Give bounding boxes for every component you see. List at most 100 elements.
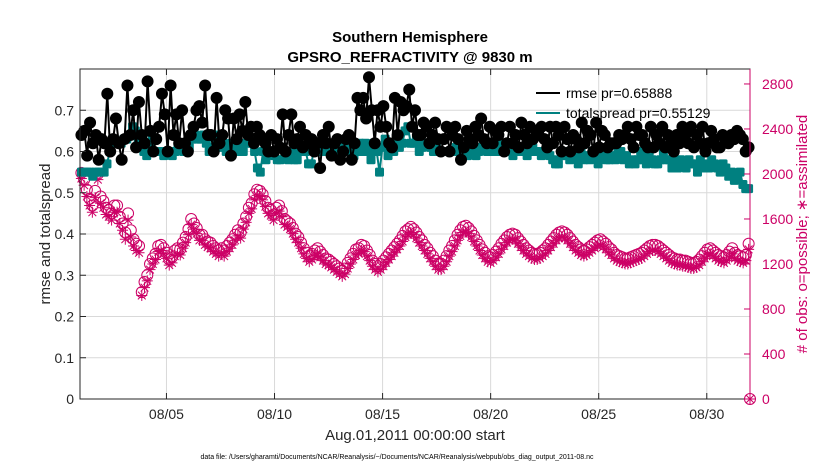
- point-rmse: [127, 104, 140, 117]
- point-rmse: [161, 145, 174, 158]
- point-rmse: [124, 129, 137, 141]
- point-rmse: [210, 91, 223, 104]
- point-rmse: [380, 120, 393, 133]
- point-totalspread: [360, 138, 370, 148]
- point-assimilated: [743, 243, 755, 255]
- point-assimilated: [246, 203, 258, 215]
- x-tick-label: 08/20: [473, 406, 508, 422]
- x-axis-label: Aug.01,2011 00:00:00 start: [325, 427, 506, 444]
- point-rmse: [667, 145, 680, 158]
- point-assimilated: [452, 234, 464, 246]
- x-tick-label: 08/15: [365, 406, 400, 422]
- point-totalspread: [553, 159, 563, 169]
- y-tick-label-right: 800: [762, 301, 786, 317]
- point-rmse: [736, 133, 749, 146]
- point-rmse: [293, 120, 306, 133]
- point-rmse: [285, 108, 298, 121]
- tick-layer: 08/05 08/10 08/15 08/20 08/25 08/30 0 0.1 0.2 0.3…: [55, 69, 793, 422]
- y-tick-label-right: 2400: [762, 121, 793, 137]
- point-rmse: [167, 129, 180, 141]
- point-assimilated: [136, 289, 148, 301]
- point-rmse: [147, 145, 160, 158]
- y-tick-label-right: 1200: [762, 256, 793, 272]
- point-rmse: [443, 145, 456, 158]
- point-rmse: [109, 112, 122, 125]
- point-rmse: [101, 87, 114, 100]
- point-rmse: [590, 116, 603, 129]
- point-rmse: [742, 141, 755, 154]
- point-totalspread: [363, 147, 373, 156]
- point-assimilated: [344, 258, 356, 270]
- point-assimilated: [141, 275, 153, 287]
- point-rmse: [141, 75, 154, 88]
- point-rmse: [204, 129, 217, 141]
- point-totalspread: [250, 147, 260, 156]
- point-rmse: [193, 100, 206, 113]
- point-assimilated: [361, 250, 373, 262]
- point-rmse: [348, 137, 361, 150]
- y-tick-label-right: 400: [762, 346, 786, 362]
- y-tick-label-left: 0.2: [55, 309, 75, 325]
- point-rmse: [475, 112, 488, 125]
- point-rmse: [158, 108, 171, 121]
- point-rmse: [357, 91, 370, 104]
- point-rmse: [115, 153, 128, 166]
- point-rmse: [181, 145, 194, 158]
- point-totalspread: [375, 167, 385, 177]
- point-totalspread: [735, 167, 745, 177]
- point-rmse: [132, 96, 145, 108]
- point-rmse: [452, 133, 465, 146]
- point-rmse: [354, 104, 367, 117]
- point-rmse: [406, 120, 419, 133]
- y-tick-label-right: 2000: [762, 166, 793, 182]
- point-rmse: [216, 129, 229, 141]
- point-totalspread: [238, 147, 248, 156]
- point-rmse: [627, 141, 640, 154]
- legend-entry-rmse: rmse pr=0.65888: [566, 85, 672, 101]
- point-totalspread: [292, 155, 302, 165]
- point-rmse: [409, 104, 421, 117]
- point-totalspread: [610, 155, 620, 165]
- point-rmse: [391, 129, 404, 141]
- point-totalspread: [275, 155, 285, 165]
- point-assimilated: [235, 232, 247, 244]
- series-assimilated: [75, 172, 755, 301]
- point-rmse: [644, 120, 657, 133]
- point-totalspread: [744, 184, 754, 194]
- point-rmse: [78, 124, 91, 137]
- point-rmse: [558, 120, 571, 133]
- right-axis-origin-asterisk: [744, 393, 756, 405]
- point-totalspread: [99, 167, 109, 177]
- point-rmse: [584, 129, 597, 141]
- point-rmse: [196, 116, 209, 129]
- legend-entry-totalspread: totalspread pr=0.55129: [566, 105, 711, 121]
- point-assimilated: [117, 224, 129, 236]
- point-totalspread: [306, 159, 316, 169]
- point-totalspread: [261, 155, 271, 165]
- point-rmse: [575, 116, 588, 129]
- y-tick-label-right: 0: [762, 391, 770, 407]
- point-rmse: [153, 120, 166, 133]
- point-rmse: [81, 149, 94, 162]
- point-rmse: [414, 129, 427, 141]
- point-rmse: [449, 120, 462, 133]
- point-assimilated: [240, 216, 252, 228]
- point-rmse: [199, 79, 212, 92]
- point-rmse: [164, 79, 177, 92]
- point-assimilated: [218, 250, 230, 262]
- series-rmse: [75, 71, 755, 174]
- point-rmse: [455, 153, 468, 166]
- point-rmse: [104, 145, 117, 158]
- point-rmse: [84, 116, 97, 129]
- point-rmse: [176, 104, 189, 117]
- point-rmse: [368, 137, 381, 150]
- x-tick-label: 08/10: [257, 406, 292, 422]
- point-assimilated: [122, 214, 134, 226]
- chart-subtitle: GPSRO_REFRACTIVITY @ 9830 m: [287, 49, 532, 66]
- point-assimilated: [125, 231, 137, 243]
- point-rmse: [239, 96, 252, 108]
- y-tick-label-left: 0.4: [55, 226, 75, 242]
- point-rmse: [322, 120, 335, 133]
- legend: rmse pr=0.65888 totalspread pr=0.55129: [536, 85, 711, 121]
- point-rmse: [377, 100, 390, 113]
